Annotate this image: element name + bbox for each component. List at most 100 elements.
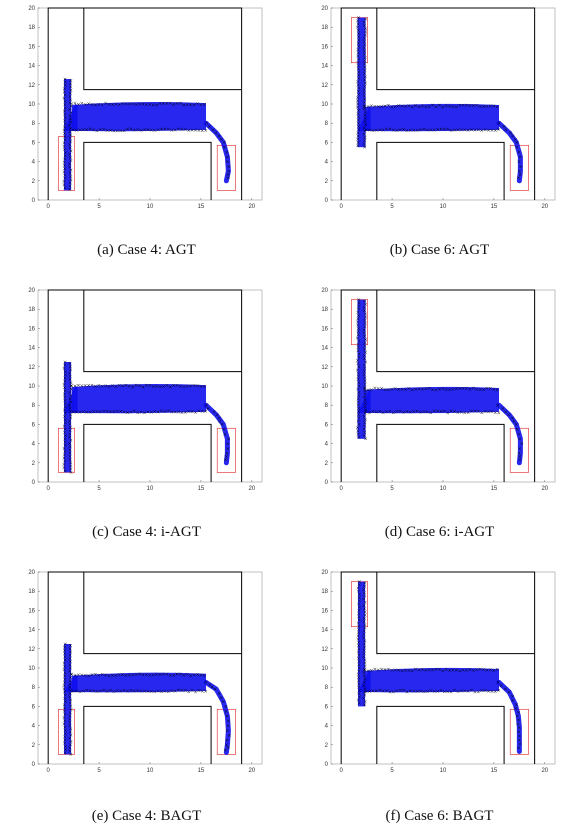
- path-marker: [112, 410, 116, 414]
- y-tick-label: 8: [32, 121, 36, 127]
- path-marker: [362, 72, 366, 75]
- path-marker: [363, 52, 367, 56]
- path-marker: [127, 673, 131, 677]
- path-marker: [122, 129, 126, 133]
- path-marker: [75, 410, 78, 414]
- x-tick-label: 10: [147, 204, 154, 210]
- path-marker: [119, 129, 123, 133]
- path-marker: [83, 102, 87, 106]
- path-marker: [69, 168, 73, 172]
- path-marker: [456, 128, 460, 132]
- path-marker: [436, 689, 439, 693]
- path-marker: [357, 644, 361, 648]
- path-marker: [226, 724, 230, 728]
- path-marker: [85, 410, 89, 414]
- path-marker: [465, 103, 469, 107]
- path-marker: [62, 446, 66, 450]
- path-marker: [356, 51, 360, 55]
- path-marker: [76, 383, 80, 387]
- path-marker: [492, 104, 496, 108]
- path-marker: [63, 112, 67, 116]
- path-marker: [363, 668, 367, 671]
- path-marker: [180, 411, 184, 415]
- path-marker: [407, 104, 411, 108]
- path-marker: [192, 384, 196, 387]
- path-marker: [143, 411, 146, 415]
- path-marker: [357, 394, 361, 398]
- path-marker: [63, 106, 67, 110]
- x-tick-label: 5: [390, 486, 394, 492]
- path-marker: [357, 339, 361, 343]
- wall-2: [376, 423, 505, 482]
- path-marker: [185, 672, 189, 676]
- path-marker: [398, 688, 402, 692]
- path-marker: [68, 403, 72, 407]
- path-marker: [515, 145, 519, 149]
- path-marker: [497, 688, 501, 692]
- path-marker: [69, 384, 73, 388]
- path-marker: [68, 717, 72, 721]
- path-marker: [383, 668, 387, 671]
- path-marker: [68, 162, 72, 166]
- path-marker: [482, 667, 486, 671]
- x-tick-label: 20: [541, 204, 548, 210]
- path-marker: [141, 673, 145, 677]
- path-marker: [356, 320, 360, 324]
- path-marker: [225, 728, 229, 732]
- path-marker: [73, 101, 77, 105]
- path-marker: [383, 104, 387, 108]
- path-marker: [429, 128, 433, 132]
- trajectory-vertical-band: [63, 79, 72, 191]
- path-marker: [68, 711, 72, 715]
- y-tick-label: 2: [325, 743, 329, 749]
- path-marker: [402, 128, 405, 131]
- path-marker: [362, 414, 366, 418]
- path-marker: [182, 385, 186, 389]
- path-marker: [357, 663, 361, 667]
- path-marker: [70, 672, 74, 676]
- path-marker: [357, 624, 361, 628]
- panel-c: 0 5 10 15 20 0 2 4 6 8 10 12 14 16 18 20 (c) Case 4: i-…: [0, 282, 293, 557]
- path-marker: [199, 385, 203, 389]
- path-marker: [68, 98, 72, 102]
- y-tick-label: 6: [325, 140, 329, 146]
- path-marker: [189, 103, 193, 107]
- path-marker: [366, 388, 370, 392]
- path-marker: [63, 370, 67, 374]
- plot-e: 0 5 10 15 20 0 2 4 6 8 10 12 14 16 18 20: [28, 570, 263, 774]
- path-marker: [71, 689, 75, 693]
- path-marker: [90, 673, 94, 677]
- path-marker: [356, 342, 360, 346]
- wall-3: [376, 290, 535, 373]
- path-marker: [63, 373, 67, 377]
- caption-b: (b) Case 6: AGT: [389, 242, 490, 258]
- path-marker: [69, 704, 73, 708]
- path-marker: [63, 677, 67, 681]
- path-marker: [427, 668, 431, 672]
- path-marker: [381, 689, 385, 693]
- y-tick-label: 16: [321, 44, 328, 50]
- path-marker: [417, 105, 421, 109]
- path-marker: [63, 459, 67, 463]
- path-marker: [143, 128, 146, 132]
- path-marker: [414, 667, 418, 671]
- path-marker: [81, 689, 85, 693]
- path-marker: [412, 128, 416, 132]
- path-marker: [363, 75, 367, 79]
- path-marker: [357, 599, 361, 603]
- path-marker: [356, 621, 360, 625]
- path-marker: [363, 312, 367, 316]
- path-marker: [390, 105, 394, 109]
- path-marker: [69, 644, 72, 647]
- path-marker: [357, 365, 361, 369]
- path-marker: [517, 432, 521, 436]
- path-marker: [68, 679, 72, 683]
- path-marker: [442, 690, 446, 694]
- path-marker: [187, 128, 191, 132]
- x-tick-label: 10: [147, 486, 154, 492]
- path-marker: [373, 667, 377, 671]
- y-tick-label: 6: [32, 140, 36, 146]
- y-tick-label: 12: [28, 83, 35, 89]
- path-marker: [68, 155, 72, 159]
- path-marker: [357, 352, 361, 356]
